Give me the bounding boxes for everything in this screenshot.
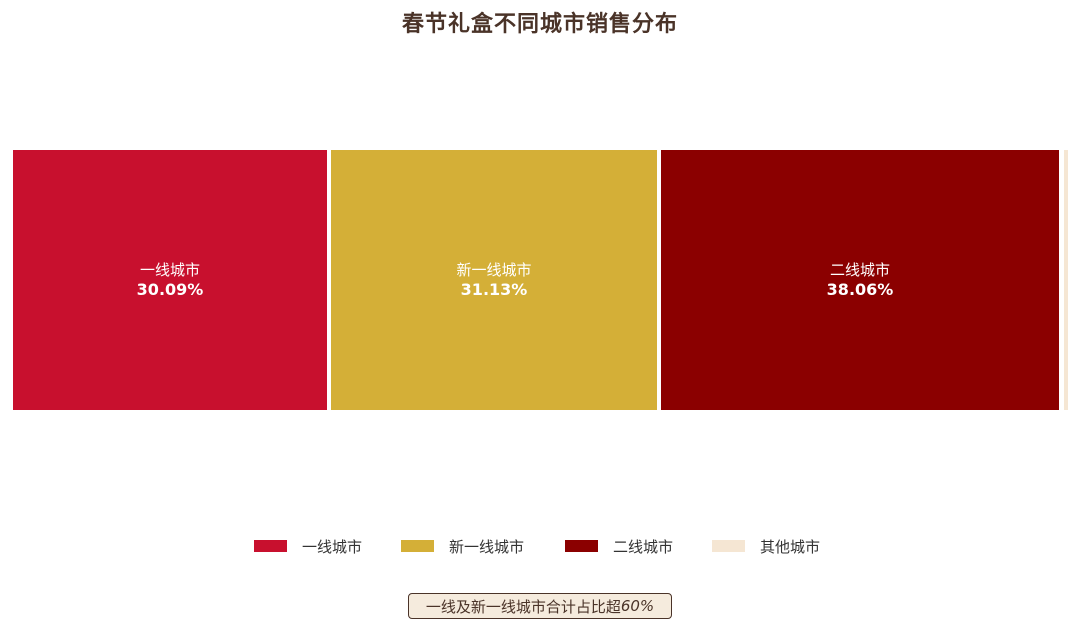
legend-label: 二线城市 [613,537,674,556]
legend-swatch [401,540,434,552]
block-label: 二线城市 [829,261,890,279]
annotation-text: 一线及新一线城市合计占比超 [425,597,621,616]
legend-item-tier2[interactable]: 二线城市 [565,535,673,557]
legend-swatch [565,540,598,552]
legend-item-other[interactable]: 其他城市 [712,535,820,557]
chart-title: 春节礼盒不同城市销售分布 [401,11,678,37]
legend: 一线城市 新一线城市 二线城市 其他城市 [0,535,1080,557]
legend-item-tier1[interactable]: 一线城市 [254,535,362,557]
annotation-box: 一线及新一线城市合计占比超 60% [408,593,672,619]
block-value: 30.09% [136,280,204,299]
legend-label: 其他城市 [760,537,821,556]
block-tier1[interactable]: 一线城市 30.09% [13,150,327,410]
block-label: 一线城市 [139,261,200,279]
legend-label: 新一线城市 [449,537,525,556]
block-other[interactable] [1064,150,1068,410]
annotation-highlight: 60% [620,597,655,615]
legend-label: 一线城市 [302,537,363,556]
block-value: 38.06% [826,280,894,299]
legend-item-new-tier1[interactable]: 新一线城市 [401,535,524,557]
block-tier2[interactable]: 二线城市 38.06% [661,150,1059,410]
legend-swatch [712,540,745,552]
block-new-tier1[interactable]: 新一线城市 31.13% [331,150,657,410]
block-label: 新一线城市 [456,261,532,279]
block-value: 31.13% [460,280,528,299]
legend-swatch [254,540,287,552]
